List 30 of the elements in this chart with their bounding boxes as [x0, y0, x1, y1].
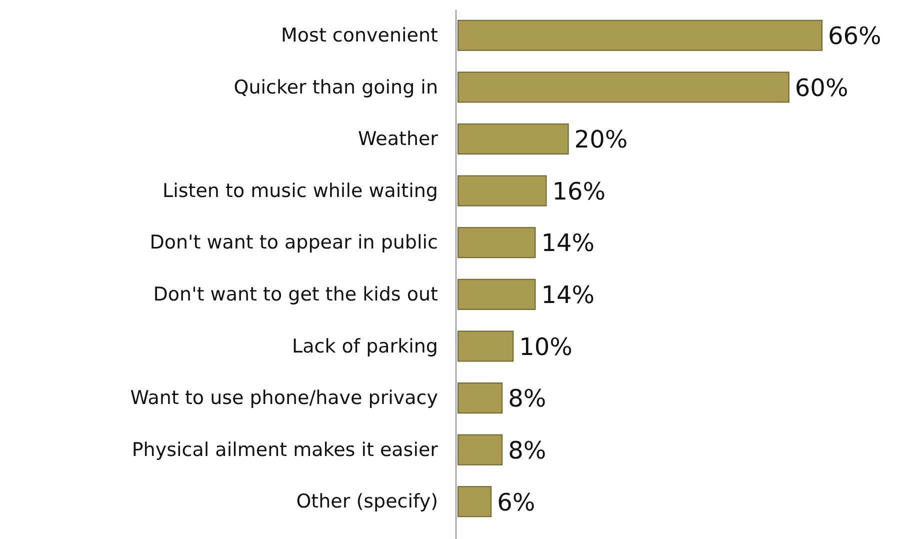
y-tick-label: Don't want to get the kids out	[153, 283, 438, 306]
data-label: 14%	[541, 229, 595, 258]
bar	[458, 175, 547, 206]
bar	[458, 20, 822, 51]
y-tick-label: Weather	[358, 128, 438, 150]
bar	[458, 382, 503, 414]
y-tick-label: Quicker than going in	[234, 76, 438, 98]
data-label: 6%	[497, 488, 536, 516]
y-tick-label: Most convenient	[281, 24, 438, 46]
y-tick-label: Want to use phone/have privacy	[130, 387, 438, 410]
bar	[458, 434, 503, 466]
y-tick-label: Physical ailment makes it easier	[132, 438, 438, 461]
data-label: 16%	[552, 177, 606, 206]
y-tick-label: Don't want to appear in public	[150, 232, 438, 254]
bar	[458, 330, 514, 362]
data-label: 8%	[508, 436, 546, 464]
bar	[458, 227, 536, 258]
data-label: 66%	[828, 22, 882, 50]
data-label: 14%	[541, 281, 595, 310]
data-label: 60%	[794, 74, 848, 102]
data-label: 8%	[508, 384, 546, 413]
bar	[458, 72, 790, 103]
bar	[458, 278, 536, 310]
data-label: 10%	[519, 332, 572, 361]
y-tick-label: Lack of parking	[292, 335, 438, 358]
bar	[458, 123, 569, 155]
data-label: 20%	[574, 126, 628, 154]
bar	[458, 486, 492, 518]
y-tick-label: Other (specify)	[296, 490, 438, 513]
y-tick-label: Listen to music while waiting	[162, 180, 438, 202]
